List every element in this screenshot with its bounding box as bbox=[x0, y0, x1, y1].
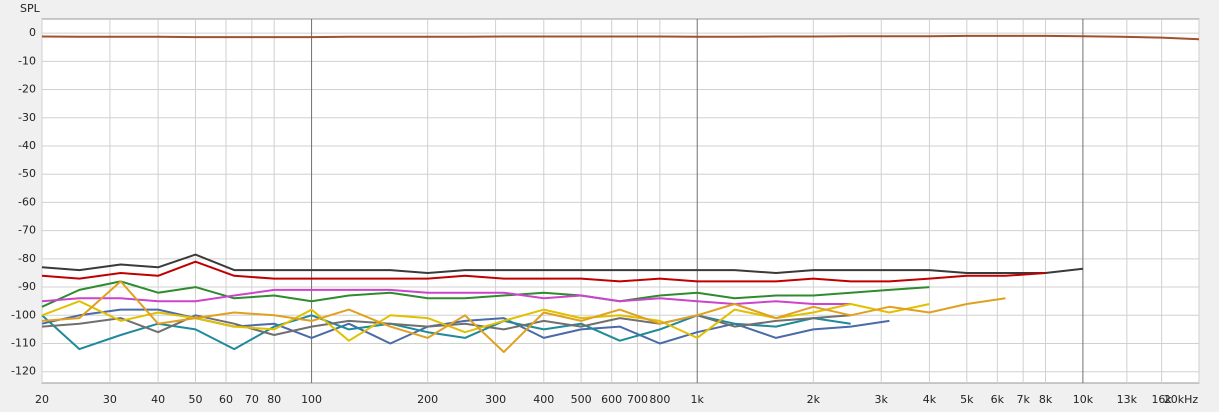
series-line bbox=[41, 34, 1200, 41]
x-tick-label: 700 bbox=[627, 393, 648, 406]
y-tick-label: -20 bbox=[18, 83, 36, 96]
y-tick-label: -40 bbox=[18, 139, 36, 152]
series-line bbox=[41, 280, 930, 308]
y-tick-label: -100 bbox=[11, 308, 36, 321]
x-tick-label: 13k bbox=[1117, 393, 1138, 406]
x-tick-label: 400 bbox=[533, 393, 554, 406]
y-tick-label: -60 bbox=[18, 195, 36, 208]
x-tick-label: 6k bbox=[991, 393, 1005, 406]
x-tick-label: 7k bbox=[1016, 393, 1030, 406]
x-tick-label: 500 bbox=[571, 393, 592, 406]
x-tick-label: 1k bbox=[691, 393, 705, 406]
y-tick-label: -70 bbox=[18, 224, 36, 237]
x-tick-label: 200 bbox=[417, 393, 438, 406]
x-tick-label: 60 bbox=[219, 393, 233, 406]
x-tick-label: 20kHz bbox=[1164, 393, 1199, 406]
x-tick-label: 600 bbox=[601, 393, 622, 406]
series-line bbox=[41, 314, 851, 351]
y-axis-label: SPL bbox=[20, 2, 41, 15]
series-line bbox=[41, 260, 1046, 283]
x-tick-label: 100 bbox=[301, 393, 322, 406]
plot-area bbox=[41, 18, 1200, 384]
x-tick-label: 80 bbox=[267, 393, 281, 406]
x-tick-label: 300 bbox=[485, 393, 506, 406]
y-tick-label: 0 bbox=[29, 26, 36, 39]
y-tick-label: -30 bbox=[18, 111, 36, 124]
x-tick-label: 20 bbox=[35, 393, 49, 406]
x-tick-label: 40 bbox=[151, 393, 165, 406]
y-tick-label: -90 bbox=[18, 280, 36, 293]
x-tick-label: 5k bbox=[960, 393, 974, 406]
x-tick-label: 10k bbox=[1073, 393, 1094, 406]
series-line bbox=[41, 288, 851, 305]
x-tick-label: 4k bbox=[923, 393, 937, 406]
x-tick-label: 2k bbox=[807, 393, 821, 406]
x-tick-label: 16k bbox=[1151, 393, 1172, 406]
series-line bbox=[41, 253, 1084, 274]
series-line bbox=[41, 280, 1006, 353]
x-tick-label: 50 bbox=[188, 393, 202, 406]
x-tick-label: 3k bbox=[875, 393, 889, 406]
x-tick-label: 30 bbox=[103, 393, 117, 406]
y-tick-label: -50 bbox=[18, 167, 36, 180]
y-tick-label: -120 bbox=[11, 365, 36, 378]
y-tick-label: -110 bbox=[11, 336, 36, 349]
x-tick-label: 8k bbox=[1039, 393, 1053, 406]
x-tick-label: 800 bbox=[649, 393, 670, 406]
y-tick-label: -10 bbox=[18, 54, 36, 67]
y-tick-label: -80 bbox=[18, 252, 36, 265]
x-tick-label: 70 bbox=[245, 393, 259, 406]
